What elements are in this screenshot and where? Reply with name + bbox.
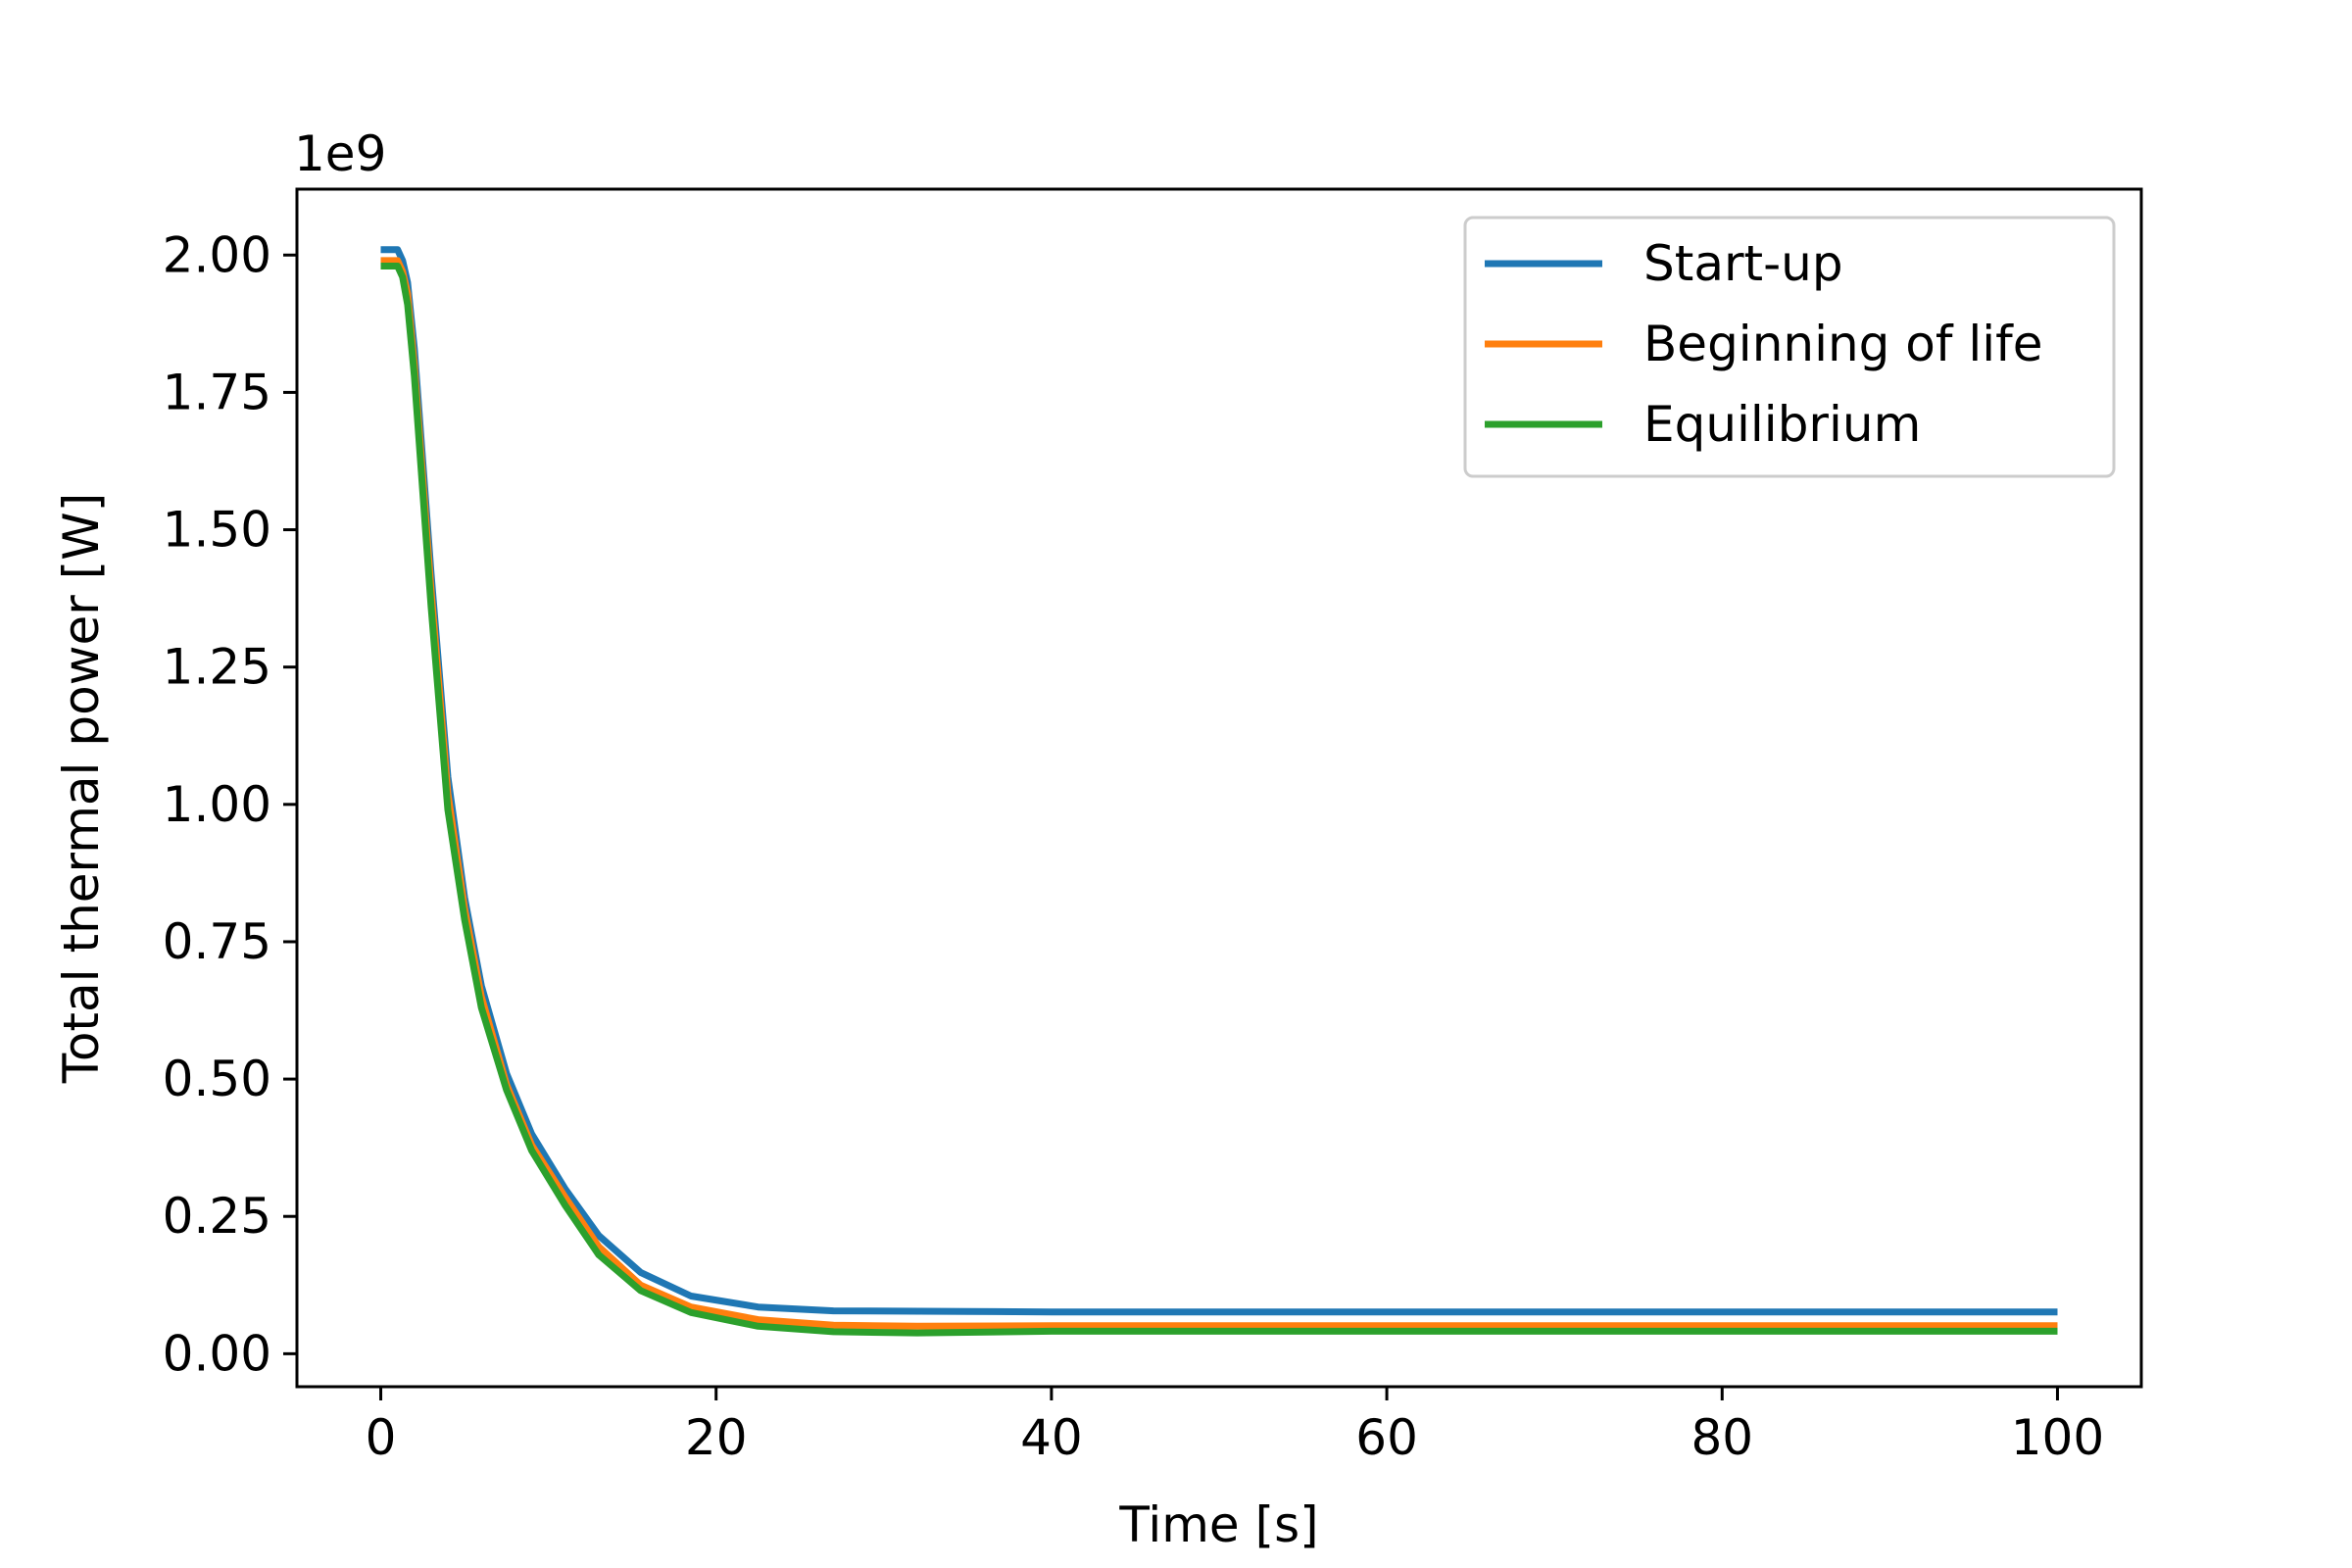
y-tick-label: 0.75 — [163, 913, 271, 970]
x-axis-title: Time [s] — [1118, 1496, 1318, 1553]
series-line-3 — [380, 263, 2058, 1337]
legend-box — [1463, 216, 2116, 478]
x-tick-label: 60 — [1355, 1409, 1418, 1466]
x-tick-label: 20 — [685, 1409, 748, 1466]
y-tick-label: 0.00 — [163, 1325, 271, 1382]
y-tick-label: 1.00 — [163, 776, 271, 833]
x-axis: 0 20 40 60 80 100 — [366, 1387, 2104, 1466]
y-axis-title: Total thermal power [W] — [53, 493, 110, 1084]
legend-label: Beginning of life — [1643, 316, 2043, 372]
y-offset-label: 1e9 — [294, 125, 386, 182]
x-tick-label: 80 — [1690, 1409, 1753, 1466]
x-tick-label: 0 — [366, 1409, 397, 1466]
x-tick-label: 100 — [2011, 1409, 2104, 1466]
plot-frame — [295, 187, 2143, 1389]
y-tick-label: 0.50 — [163, 1051, 271, 1107]
y-tick-label: 2.00 — [163, 226, 271, 283]
x-tick-label: 40 — [1020, 1409, 1083, 1466]
y-axis: 0.00 0.25 0.50 0.75 1.00 1.25 1.50 1.75 2.00 — [163, 226, 297, 1382]
legend: Start-up Beginning of life Equilibrium — [1463, 216, 2116, 478]
y-tick-label: 1.50 — [163, 502, 271, 559]
plot-lines — [380, 246, 2058, 1337]
y-tick-label: 0.25 — [163, 1188, 271, 1245]
y-tick-label: 1.25 — [163, 639, 271, 696]
y-tick-label: 1.75 — [163, 364, 271, 420]
legend-label: Start-up — [1643, 235, 1843, 292]
legend-label: Equilibrium — [1643, 396, 1921, 453]
